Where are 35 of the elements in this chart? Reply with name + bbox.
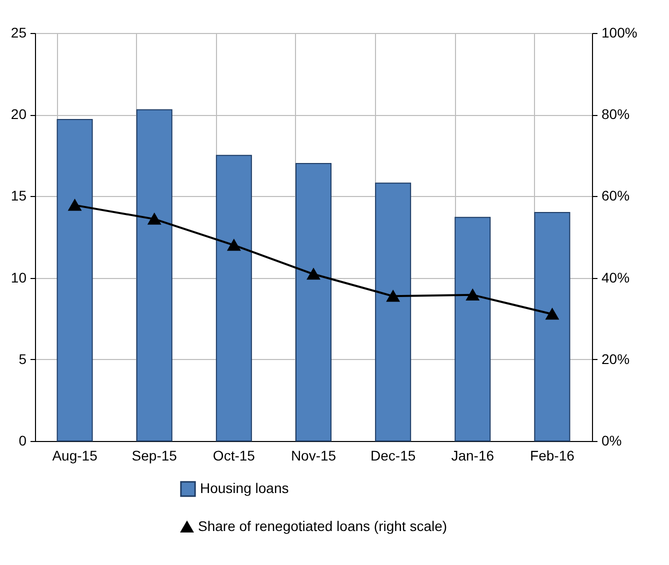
bar (534, 212, 570, 442)
y2-tick-label: 60% (602, 188, 630, 204)
point (148, 214, 161, 225)
bar (454, 216, 491, 442)
legend-label: Housing loans (200, 480, 289, 496)
y-tick-label: 0 (18, 432, 27, 448)
bar (295, 163, 332, 442)
y2-tick-label: 100% (602, 24, 638, 40)
x-tick-label: Dec-15 (370, 448, 416, 464)
y-tick-label: 10 (10, 269, 27, 286)
x-tick-label: Oct-15 (212, 448, 256, 464)
x-tick-label: Aug-15 (52, 448, 98, 464)
y-tick-label: 5 (18, 350, 27, 367)
x-tick-label: Nov-15 (290, 448, 336, 464)
bar (375, 182, 412, 442)
x-tick-label: Jan-16 (451, 448, 494, 464)
bar (56, 118, 93, 442)
y-tick-label: 15 (10, 188, 27, 204)
point (307, 268, 320, 280)
point (68, 200, 82, 211)
point (546, 308, 558, 320)
point (386, 290, 400, 302)
y-tick-label: 25 (10, 24, 27, 40)
y2-tick-label: 80% (602, 106, 630, 122)
y2-tick-label: 20% (602, 350, 630, 367)
point (466, 289, 479, 300)
bar (216, 154, 252, 442)
y-tick-label: 20 (10, 106, 27, 122)
legend-label: Share of renegotiated loans (right scale) (198, 518, 448, 534)
x-tick-label: Sep-15 (132, 448, 178, 464)
bar (136, 109, 172, 442)
y2-tick-label: 40% (602, 269, 630, 286)
x-tick-label: Feb-16 (530, 448, 575, 464)
point (228, 240, 240, 251)
y2-tick-label: 0% (602, 432, 622, 448)
